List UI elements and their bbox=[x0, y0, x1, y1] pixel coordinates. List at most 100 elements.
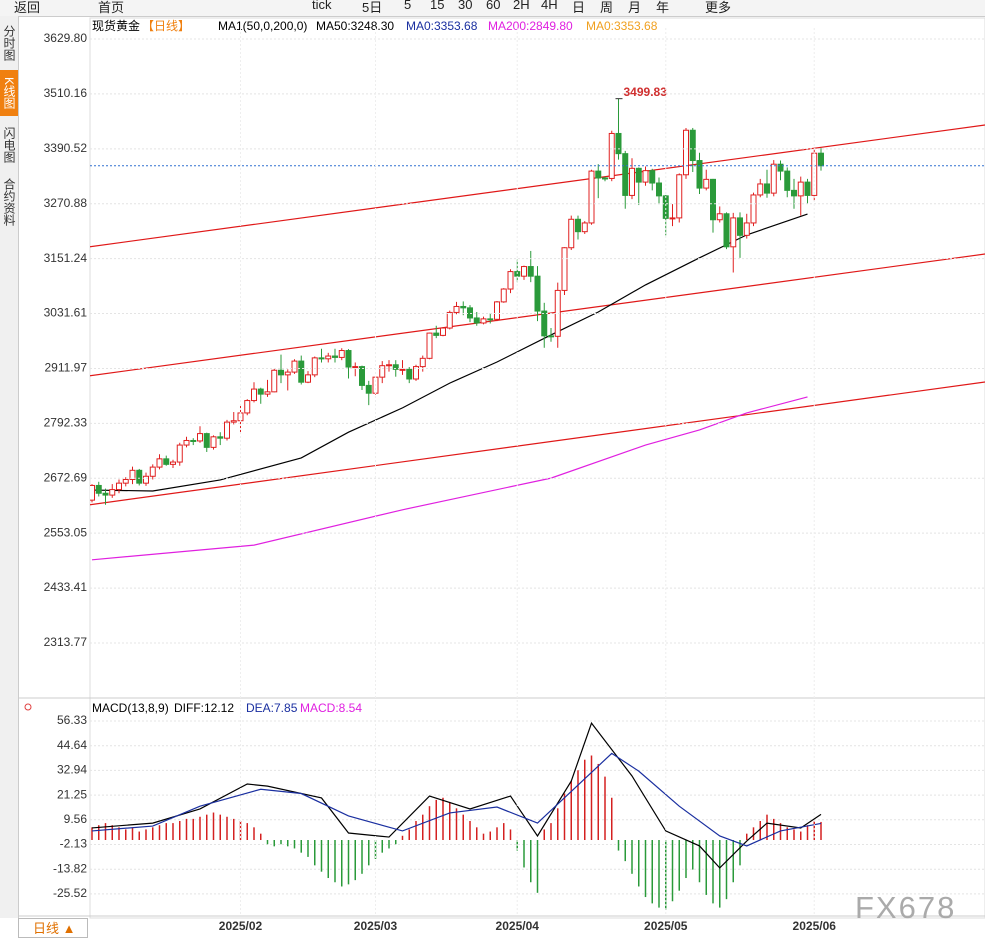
candle-body bbox=[365, 384, 372, 394]
candle-body bbox=[575, 218, 581, 233]
candle-body bbox=[689, 129, 696, 162]
line bbox=[90, 381, 985, 506]
y-tick-label: 2911.97 bbox=[45, 361, 88, 375]
candle-body bbox=[251, 388, 257, 402]
candle-body bbox=[642, 170, 649, 183]
candle-body bbox=[345, 350, 352, 368]
candle-body bbox=[487, 318, 494, 321]
watermark: FX678 bbox=[855, 890, 957, 925]
candle-body bbox=[433, 332, 440, 336]
candle-body bbox=[332, 355, 338, 358]
toolbar-button[interactable]: 4H bbox=[541, 0, 558, 12]
settings-icon[interactable] bbox=[24, 703, 32, 711]
candle-body bbox=[122, 478, 129, 484]
y-tick-label: -25.52 bbox=[53, 886, 87, 900]
bottom-tab[interactable]: 日线 ▲ bbox=[18, 918, 88, 938]
legend-entry: DEA:7.85 bbox=[246, 701, 298, 715]
candle-body bbox=[446, 311, 453, 329]
candle-body bbox=[109, 489, 116, 496]
candle-body bbox=[453, 305, 460, 313]
y-tick-label: 2313.77 bbox=[44, 635, 88, 649]
candle-body bbox=[224, 421, 230, 439]
candle-body bbox=[257, 388, 264, 395]
line bbox=[91, 752, 822, 847]
candle-body bbox=[521, 266, 527, 277]
candle-body bbox=[305, 374, 311, 383]
toolbar-button[interactable]: 5 bbox=[404, 0, 412, 12]
candle-body bbox=[203, 433, 210, 448]
candle-body bbox=[737, 217, 743, 236]
candle-body bbox=[662, 195, 669, 219]
sidebar-tab[interactable]: 分时图 bbox=[2, 25, 16, 61]
candle-body bbox=[743, 222, 750, 236]
candle-body bbox=[669, 217, 676, 220]
candle-body bbox=[298, 360, 305, 383]
toolbar-button[interactable]: 月 bbox=[628, 0, 642, 15]
toolbar-button[interactable]: 30 bbox=[458, 0, 473, 12]
candle-body bbox=[656, 182, 662, 197]
candle-body bbox=[190, 439, 197, 442]
candle-body bbox=[325, 355, 332, 360]
candle-body bbox=[507, 271, 514, 290]
y-tick-label: 3510.16 bbox=[44, 86, 88, 100]
candle-body bbox=[116, 482, 122, 491]
y-tick-label: 32.94 bbox=[57, 763, 87, 777]
y-tick-label: 3629.80 bbox=[44, 31, 88, 45]
candle-body bbox=[710, 178, 716, 221]
candle-body bbox=[399, 368, 406, 371]
toolbar-button[interactable]: tick bbox=[312, 0, 332, 12]
candle-body bbox=[318, 357, 325, 360]
candle-body bbox=[90, 484, 95, 501]
y-tick-label: 2792.33 bbox=[44, 416, 88, 430]
x-tick-label: 2025/03 bbox=[354, 919, 398, 933]
toolbar-button[interactable]: 年 bbox=[656, 0, 670, 15]
y-tick-label: 3270.88 bbox=[44, 196, 88, 210]
candle-body bbox=[683, 129, 689, 176]
y-tick-label: -13.82 bbox=[53, 861, 87, 875]
candle-body bbox=[271, 369, 278, 393]
candle-body bbox=[494, 301, 500, 320]
candle-body bbox=[777, 163, 784, 172]
candle-body bbox=[595, 170, 602, 179]
y-tick-label: 9.56 bbox=[64, 812, 88, 826]
y-tick-label: 3390.52 bbox=[44, 141, 88, 155]
toolbar-button[interactable]: 日 bbox=[572, 0, 586, 15]
toolbar-button[interactable]: 首页 bbox=[98, 0, 125, 15]
candle-body bbox=[440, 327, 446, 336]
line bbox=[91, 396, 808, 561]
toolbar-button[interactable]: 返回 bbox=[14, 0, 41, 15]
plot-frame bbox=[89, 17, 985, 919]
candle-body bbox=[149, 466, 156, 477]
toolbar-button[interactable]: 15 bbox=[430, 0, 445, 12]
sidebar-tab[interactable]: 闪电图 bbox=[2, 127, 16, 163]
toolbar-button[interactable]: 2H bbox=[513, 0, 530, 12]
candle-body bbox=[379, 365, 386, 378]
candle-body bbox=[284, 371, 291, 376]
candle-body bbox=[460, 305, 467, 309]
toolbar-button[interactable]: 周 bbox=[600, 0, 614, 15]
y-tick-label: 3031.61 bbox=[44, 306, 88, 320]
toolbar-button[interactable]: 5日 bbox=[362, 0, 383, 15]
line bbox=[91, 213, 808, 492]
sidebar-tab[interactable]: 合约资料 bbox=[2, 178, 16, 226]
candle-body bbox=[534, 275, 541, 312]
x-tick-label: 2025/05 bbox=[644, 919, 688, 933]
candle-body bbox=[541, 310, 548, 337]
candle-body bbox=[676, 174, 683, 219]
candle-body bbox=[615, 132, 622, 155]
sidebar-tab[interactable]: K线图 bbox=[0, 70, 18, 116]
toolbar-button[interactable]: 60 bbox=[486, 0, 501, 12]
candle-body bbox=[588, 170, 595, 224]
peak-annotation: 3499.83 bbox=[624, 85, 668, 99]
candle-body bbox=[176, 444, 183, 463]
toolbar-button[interactable]: 更多 bbox=[705, 0, 732, 15]
x-tick-label: 2025/04 bbox=[496, 919, 540, 933]
candle-body bbox=[757, 183, 764, 196]
candle-body bbox=[338, 350, 345, 358]
candle-body bbox=[649, 170, 656, 184]
candle-body bbox=[770, 163, 777, 194]
candle-body bbox=[527, 266, 534, 277]
candle-body bbox=[217, 436, 224, 439]
candle-body bbox=[95, 484, 102, 494]
